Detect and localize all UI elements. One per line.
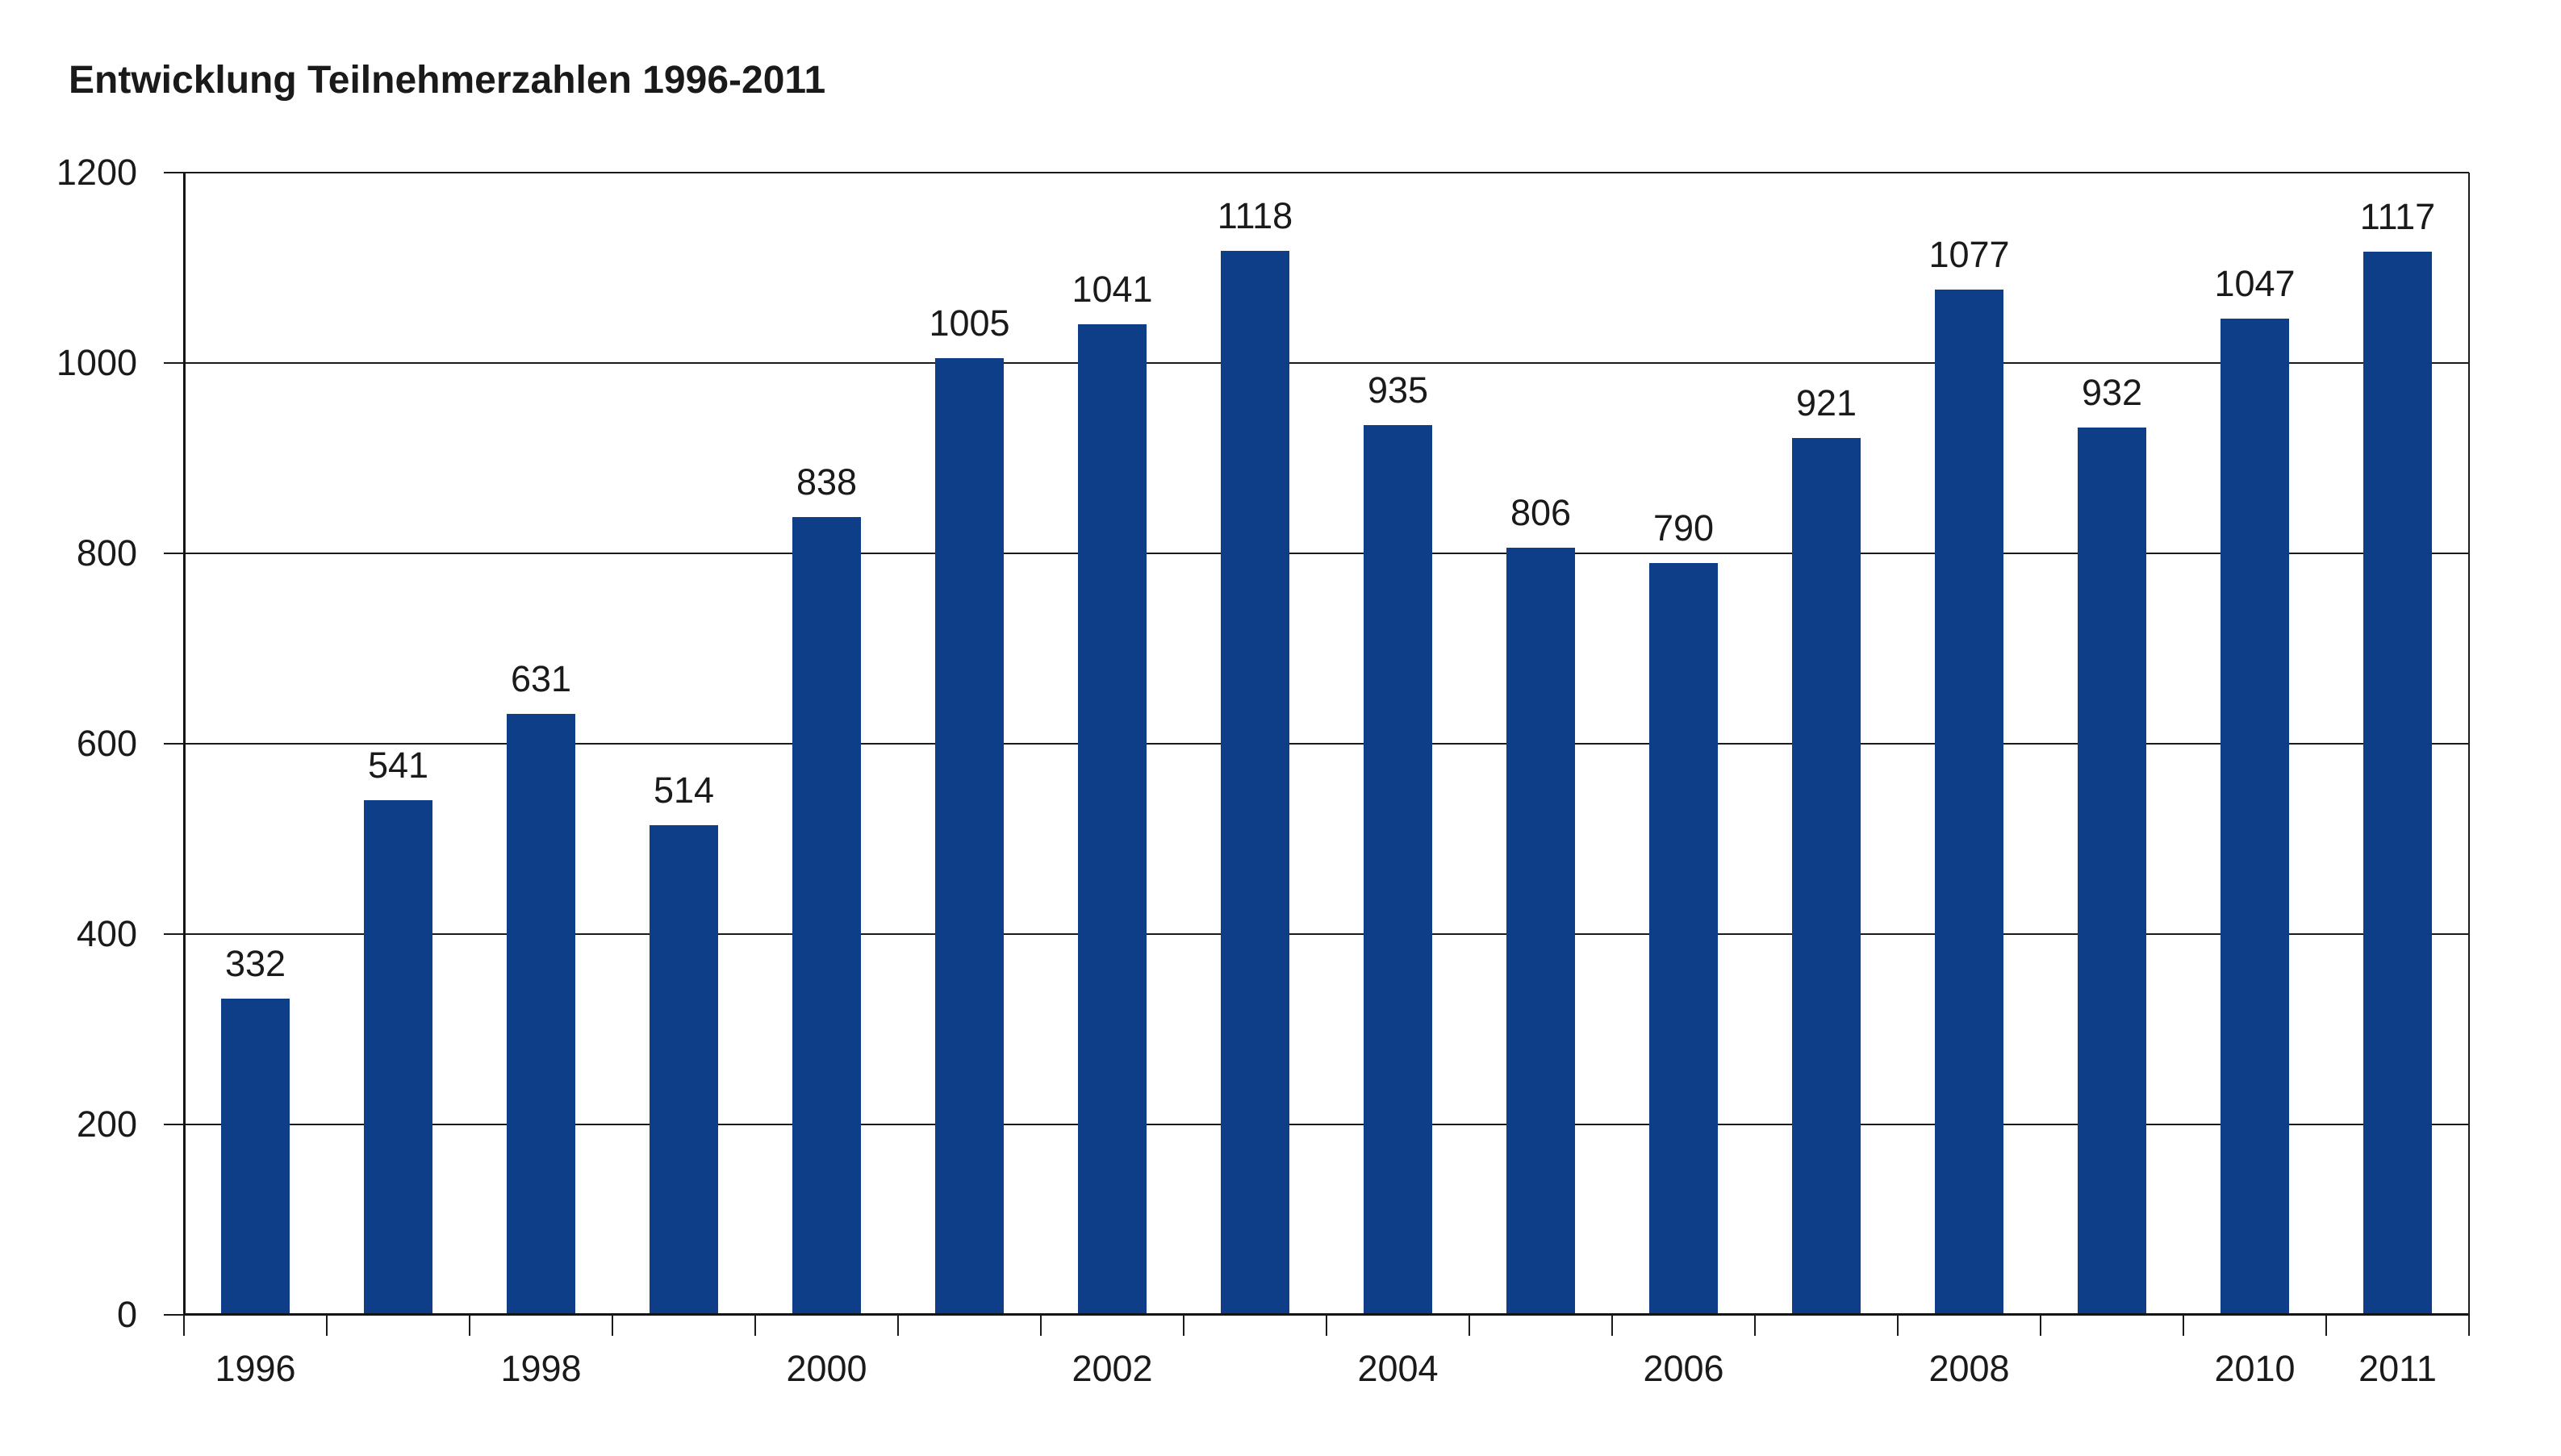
x-axis-tick bbox=[2468, 1315, 2470, 1336]
bar-value-label: 514 bbox=[653, 770, 715, 811]
bar-2006 bbox=[1649, 562, 1718, 1315]
bar-2000 bbox=[792, 517, 861, 1315]
gridline-600 bbox=[184, 743, 2469, 745]
x-axis-tick bbox=[1326, 1315, 1327, 1336]
y-axis-tick-label: 600 bbox=[76, 723, 137, 764]
x-axis-tick bbox=[2040, 1315, 2041, 1336]
x-axis-tick bbox=[469, 1315, 470, 1336]
x-axis-tick bbox=[326, 1315, 328, 1336]
bar-2011 bbox=[2363, 251, 2432, 1315]
x-axis-tick bbox=[1040, 1315, 1042, 1336]
x-axis-tick bbox=[1183, 1315, 1184, 1336]
bar-1996 bbox=[221, 999, 290, 1315]
y-axis-tick-label: 200 bbox=[76, 1103, 137, 1145]
bar-2005 bbox=[1506, 547, 1575, 1315]
x-axis-label: 2006 bbox=[1643, 1348, 1724, 1389]
x-axis-tick bbox=[2183, 1315, 2184, 1336]
x-axis-tick bbox=[183, 1315, 185, 1336]
bar-value-label: 332 bbox=[224, 943, 286, 985]
x-axis-tick bbox=[897, 1315, 899, 1336]
x-axis-tick bbox=[2325, 1315, 2327, 1336]
bar-value-label: 1077 bbox=[1928, 234, 2010, 276]
bar-value-label: 631 bbox=[510, 658, 572, 700]
bar-value-label: 1005 bbox=[929, 302, 1010, 344]
x-axis-label: 1996 bbox=[215, 1348, 296, 1389]
gridline-200 bbox=[184, 1124, 2469, 1125]
x-axis-label: 2008 bbox=[1928, 1348, 2010, 1389]
bar-2003 bbox=[1221, 250, 1289, 1315]
bar-value-label: 932 bbox=[2081, 372, 2143, 414]
bar-2001 bbox=[935, 358, 1004, 1315]
bar-value-label: 1117 bbox=[2359, 195, 2436, 237]
y-axis-tick bbox=[164, 172, 184, 173]
gridline-1000 bbox=[184, 362, 2469, 364]
bar-value-label: 935 bbox=[1367, 369, 1429, 411]
bar-2007 bbox=[1792, 438, 1861, 1315]
bar-value-label: 790 bbox=[1652, 507, 1715, 549]
bar-1999 bbox=[650, 825, 718, 1315]
y-axis-tick bbox=[164, 553, 184, 554]
x-axis-tick bbox=[1611, 1315, 1613, 1336]
x-axis-label: 1998 bbox=[500, 1348, 582, 1389]
bar-2004 bbox=[1364, 424, 1432, 1315]
bar-1998 bbox=[507, 714, 575, 1315]
bar-value-label: 921 bbox=[1795, 382, 1857, 424]
y-axis-tick bbox=[164, 1124, 184, 1125]
x-axis-tick bbox=[1469, 1315, 1470, 1336]
chart-title: Entwicklung Teilnehmerzahlen 1996-2011 bbox=[69, 59, 826, 102]
bar-2009 bbox=[2078, 428, 2146, 1315]
y-axis-tick-label: 1000 bbox=[56, 342, 137, 383]
bar-value-label: 806 bbox=[1510, 491, 1572, 533]
y-axis-tick-label: 0 bbox=[116, 1294, 137, 1335]
y-axis-tick bbox=[164, 1314, 184, 1316]
y-axis-tick-label: 800 bbox=[76, 532, 137, 574]
y-axis-line bbox=[183, 173, 186, 1315]
y-axis-tick-label: 400 bbox=[76, 913, 137, 954]
y-axis-tick-label: 1200 bbox=[56, 152, 137, 193]
gridline-1200 bbox=[184, 172, 2469, 173]
bar-value-label: 541 bbox=[367, 744, 429, 786]
y-axis-tick bbox=[164, 933, 184, 935]
bar-value-label: 1047 bbox=[2214, 262, 2296, 304]
x-axis-tick bbox=[1754, 1315, 1756, 1336]
x-axis-line bbox=[184, 1313, 2469, 1316]
x-axis-tick bbox=[612, 1315, 613, 1336]
gridline-400 bbox=[184, 933, 2469, 935]
x-axis-label: 2000 bbox=[786, 1348, 867, 1389]
x-axis-tick bbox=[1897, 1315, 1899, 1336]
plot-right-border bbox=[2468, 173, 2470, 1315]
y-axis-tick bbox=[164, 362, 184, 364]
bar-2008 bbox=[1935, 290, 2003, 1315]
bar-2002 bbox=[1078, 323, 1147, 1315]
bar-1997 bbox=[364, 799, 432, 1315]
x-axis-label: 2004 bbox=[1357, 1348, 1439, 1389]
gridline-800 bbox=[184, 553, 2469, 554]
y-axis-tick bbox=[164, 743, 184, 745]
bar-2010 bbox=[2221, 318, 2289, 1315]
bar-value-label: 838 bbox=[796, 461, 858, 503]
bar-value-label: 1118 bbox=[1217, 194, 1293, 236]
x-axis-label: 2010 bbox=[2214, 1348, 2296, 1389]
bar-value-label: 1041 bbox=[1072, 268, 1153, 310]
x-axis-label: 2002 bbox=[1072, 1348, 1153, 1389]
x-axis-label: 2011 bbox=[2358, 1348, 2437, 1389]
x-axis-tick bbox=[754, 1315, 756, 1336]
